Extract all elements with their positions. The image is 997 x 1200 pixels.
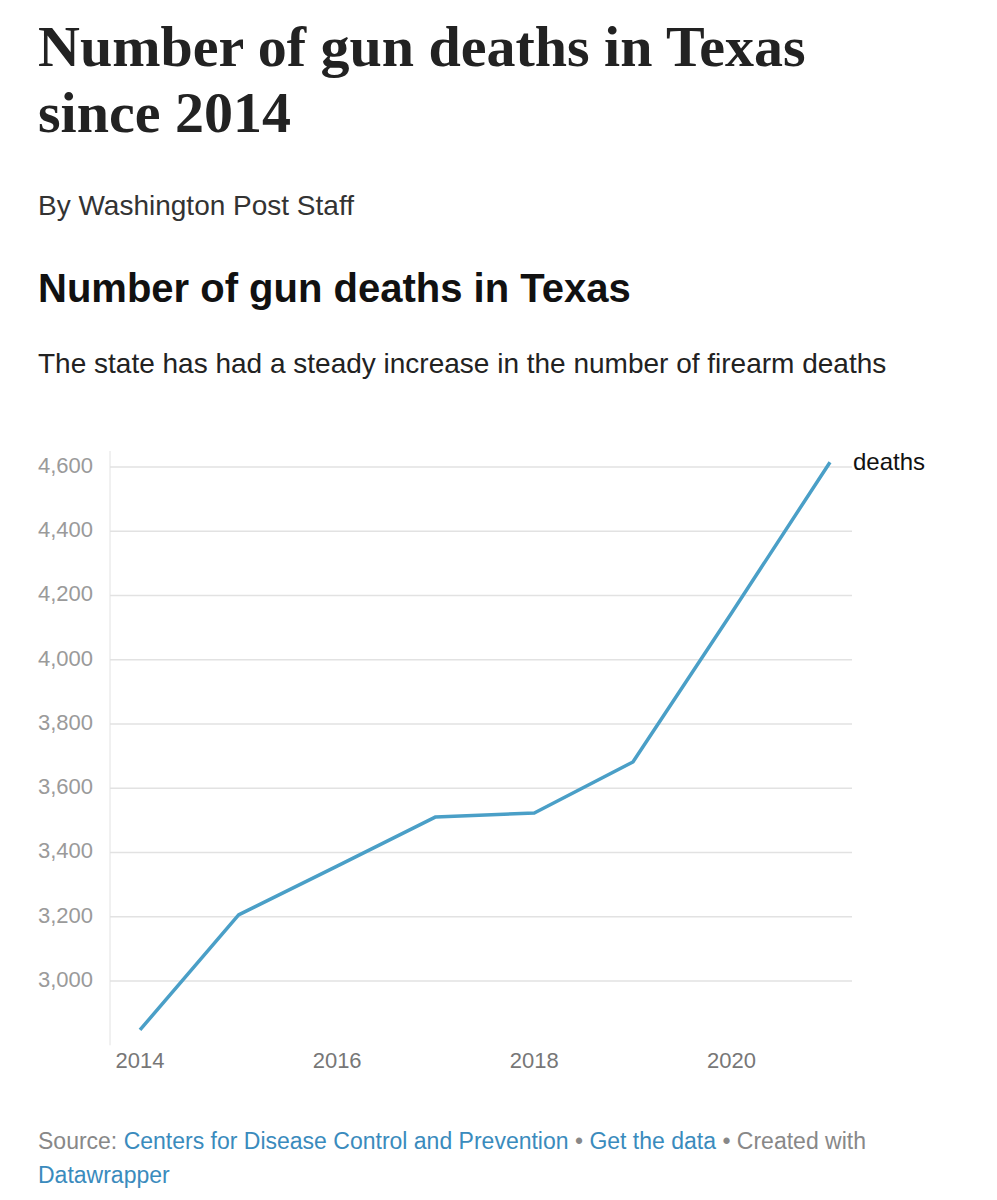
series-line [140,462,830,1030]
source-part: Source: [38,1128,117,1154]
y-tick-label: 4,400 [38,517,93,542]
source-part: • [722,1128,730,1154]
grid-line [110,852,852,854]
source-part: • [575,1128,583,1154]
y-tick-label: 4,000 [38,646,93,671]
plot-area [140,462,830,1030]
grid-line [110,531,852,533]
headline: Number of gun deaths in Texas since 2014 [38,14,938,146]
y-tick-label: 3,600 [38,774,93,799]
x-tick-label: 2016 [313,1048,362,1073]
grid-line [110,788,852,790]
source-part[interactable]: Datawrapper [38,1162,170,1188]
y-tick-label: 3,800 [38,710,93,735]
chart-title: Number of gun deaths in Texas [38,266,631,311]
x-tick-label: 2018 [510,1048,559,1073]
y-tick-label: 3,000 [38,967,93,992]
chart-subtitle: The state has had a steady increase in t… [38,344,928,384]
grid-line [110,659,852,661]
chart: 3,000 3,200 3,400 3,600 3,800 4,000 4,200 4,400… [0,0,997,1200]
source: Source: Centers for Disease Control and … [38,1124,958,1192]
source-part: Created with [737,1128,866,1154]
grid-line [110,916,852,918]
y-tick-label: 3,200 [38,903,93,928]
series-label: deaths [853,448,925,475]
byline: By Washington Post Staff [38,190,354,222]
y-tick-label: 3,400 [38,838,93,863]
source-part[interactable]: Get the data [589,1128,716,1154]
grid-line [110,466,852,468]
grid-line [110,980,852,982]
y-tick-label: 4,600 [38,453,93,478]
y-tick-label: 4,200 [38,581,93,606]
grid-line [110,723,852,725]
y-axis-line [110,451,111,1045]
source-part[interactable]: Centers for Disease Control and Preventi… [124,1128,569,1154]
x-tick-label: 2014 [116,1048,165,1073]
x-tick-label: 2020 [707,1048,756,1073]
